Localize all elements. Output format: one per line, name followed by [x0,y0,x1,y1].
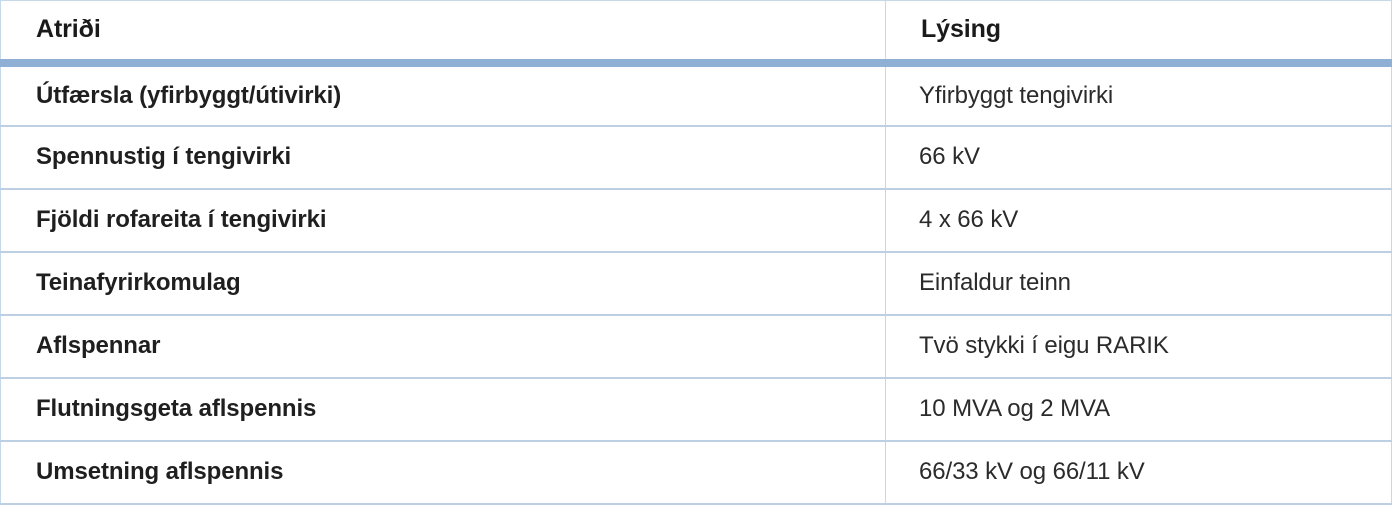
cell-description: 4 x 66 kV [885,188,1392,253]
table-row: Teinafyrirkomulag Einfaldur teinn [0,251,1392,316]
cell-item: Spennustig í tengivirki [0,125,886,190]
cell-description: Tvö stykki í eigu RARIK [885,314,1392,379]
table-row: Útfærsla (yfirbyggt/útivirki) Yfirbyggt … [0,62,1392,127]
cell-item: Flutningsgeta aflspennis [0,377,886,442]
cell-description: 10 MVA og 2 MVA [885,377,1392,442]
column-header-item: Atriði [0,0,886,67]
table-row: Fjöldi rofareita í tengivirki 4 x 66 kV [0,188,1392,253]
table-row: Spennustig í tengivirki 66 kV [0,125,1392,190]
table-header: Atriði Lýsing [0,0,1392,67]
table-row: Aflspennar Tvö stykki í eigu RARIK [0,314,1392,379]
cell-item: Aflspennar [0,314,886,379]
table-body: Útfærsla (yfirbyggt/útivirki) Yfirbyggt … [0,62,1392,505]
cell-item: Umsetning aflspennis [0,440,886,505]
table-row: Flutningsgeta aflspennis 10 MVA og 2 MVA [0,377,1392,442]
cell-description: 66/33 kV og 66/11 kV [885,440,1392,505]
specification-table: Atriði Lýsing Útfærsla (yfirbyggt/útivir… [0,0,1392,505]
column-header-description: Lýsing [885,0,1392,67]
cell-item: Fjöldi rofareita í tengivirki [0,188,886,253]
cell-description: Yfirbyggt tengivirki [885,62,1392,127]
cell-item: Útfærsla (yfirbyggt/útivirki) [0,62,886,127]
cell-description: Einfaldur teinn [885,251,1392,316]
cell-description: 66 kV [885,125,1392,190]
table-header-row: Atriði Lýsing [0,0,1392,67]
cell-item: Teinafyrirkomulag [0,251,886,316]
table-row: Umsetning aflspennis 66/33 kV og 66/11 k… [0,440,1392,505]
